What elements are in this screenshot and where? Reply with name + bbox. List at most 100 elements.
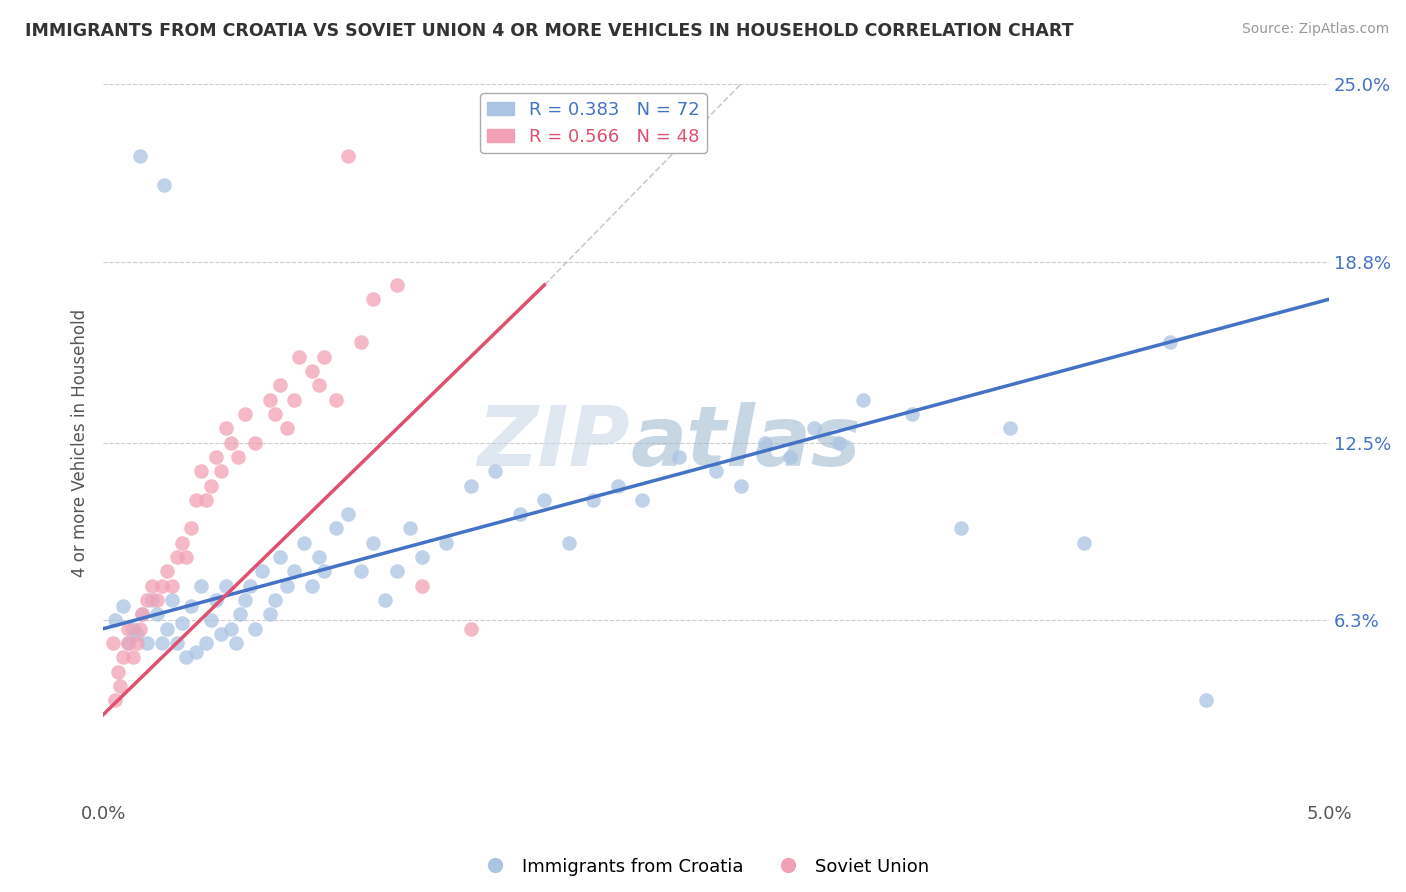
Point — [852, 392, 875, 407]
Point — [127, 627, 149, 641]
Point — [190, 464, 212, 478]
Point — [349, 565, 371, 579]
Point — [111, 599, 134, 613]
Point — [121, 622, 143, 636]
Point — [1073, 536, 1095, 550]
Point — [1159, 335, 1181, 350]
Point — [160, 593, 183, 607]
Point — [252, 565, 274, 579]
Point — [288, 350, 311, 364]
Point — [754, 435, 776, 450]
Point — [117, 636, 139, 650]
Point — [283, 392, 305, 407]
Point — [176, 550, 198, 565]
Point — [509, 507, 531, 521]
Point — [176, 650, 198, 665]
Point — [153, 178, 176, 192]
Point — [312, 350, 335, 364]
Point — [582, 492, 605, 507]
Point — [219, 622, 242, 636]
Point — [121, 650, 143, 665]
Point — [129, 622, 152, 636]
Point — [101, 636, 124, 650]
Point — [136, 636, 159, 650]
Point — [233, 593, 256, 607]
Point — [276, 421, 298, 435]
Point — [411, 550, 433, 565]
Point — [160, 579, 183, 593]
Point — [170, 615, 193, 630]
Point — [180, 599, 202, 613]
Point — [325, 392, 347, 407]
Point — [150, 636, 173, 650]
Point — [292, 536, 315, 550]
Legend: R = 0.383   N = 72, R = 0.566   N = 48: R = 0.383 N = 72, R = 0.566 N = 48 — [479, 94, 707, 153]
Legend: Immigrants from Croatia, Soviet Union: Immigrants from Croatia, Soviet Union — [470, 851, 936, 883]
Point — [730, 478, 752, 492]
Point — [558, 536, 581, 550]
Point — [229, 607, 252, 622]
Point — [205, 450, 228, 464]
Point — [150, 579, 173, 593]
Point — [226, 450, 249, 464]
Text: ZIP: ZIP — [478, 402, 630, 483]
Point — [263, 593, 285, 607]
Point — [263, 407, 285, 421]
Point — [200, 613, 222, 627]
Point — [233, 407, 256, 421]
Point — [269, 378, 291, 392]
Point — [998, 421, 1021, 435]
Point — [325, 521, 347, 535]
Point — [484, 464, 506, 478]
Point — [141, 579, 163, 593]
Point — [170, 536, 193, 550]
Point — [950, 521, 973, 535]
Point — [131, 607, 153, 622]
Point — [387, 565, 409, 579]
Point — [166, 636, 188, 650]
Point — [205, 593, 228, 607]
Point — [460, 478, 482, 492]
Point — [111, 650, 134, 665]
Point — [269, 550, 291, 565]
Point — [337, 507, 360, 521]
Point — [349, 335, 371, 350]
Point — [195, 492, 218, 507]
Point — [129, 149, 152, 163]
Point — [190, 579, 212, 593]
Point — [107, 665, 129, 679]
Point — [308, 550, 330, 565]
Point — [337, 149, 360, 163]
Point — [180, 521, 202, 535]
Point — [398, 521, 420, 535]
Point — [301, 579, 323, 593]
Point — [166, 550, 188, 565]
Point — [215, 579, 238, 593]
Point — [1195, 693, 1218, 707]
Point — [901, 407, 924, 421]
Point — [136, 593, 159, 607]
Point — [239, 579, 262, 593]
Point — [156, 622, 179, 636]
Point — [200, 478, 222, 492]
Point — [141, 593, 163, 607]
Point — [803, 421, 825, 435]
Point — [131, 607, 153, 622]
Point — [283, 565, 305, 579]
Point — [533, 492, 555, 507]
Point — [259, 607, 281, 622]
Point — [209, 627, 232, 641]
Point — [411, 579, 433, 593]
Point — [186, 645, 208, 659]
Point — [117, 622, 139, 636]
Point — [312, 565, 335, 579]
Point — [259, 392, 281, 407]
Point — [219, 435, 242, 450]
Point — [104, 613, 127, 627]
Text: IMMIGRANTS FROM CROATIA VS SOVIET UNION 4 OR MORE VEHICLES IN HOUSEHOLD CORRELAT: IMMIGRANTS FROM CROATIA VS SOVIET UNION … — [25, 22, 1074, 40]
Point — [434, 536, 457, 550]
Text: atlas: atlas — [630, 402, 860, 483]
Point — [225, 636, 247, 650]
Point — [301, 364, 323, 378]
Point — [668, 450, 690, 464]
